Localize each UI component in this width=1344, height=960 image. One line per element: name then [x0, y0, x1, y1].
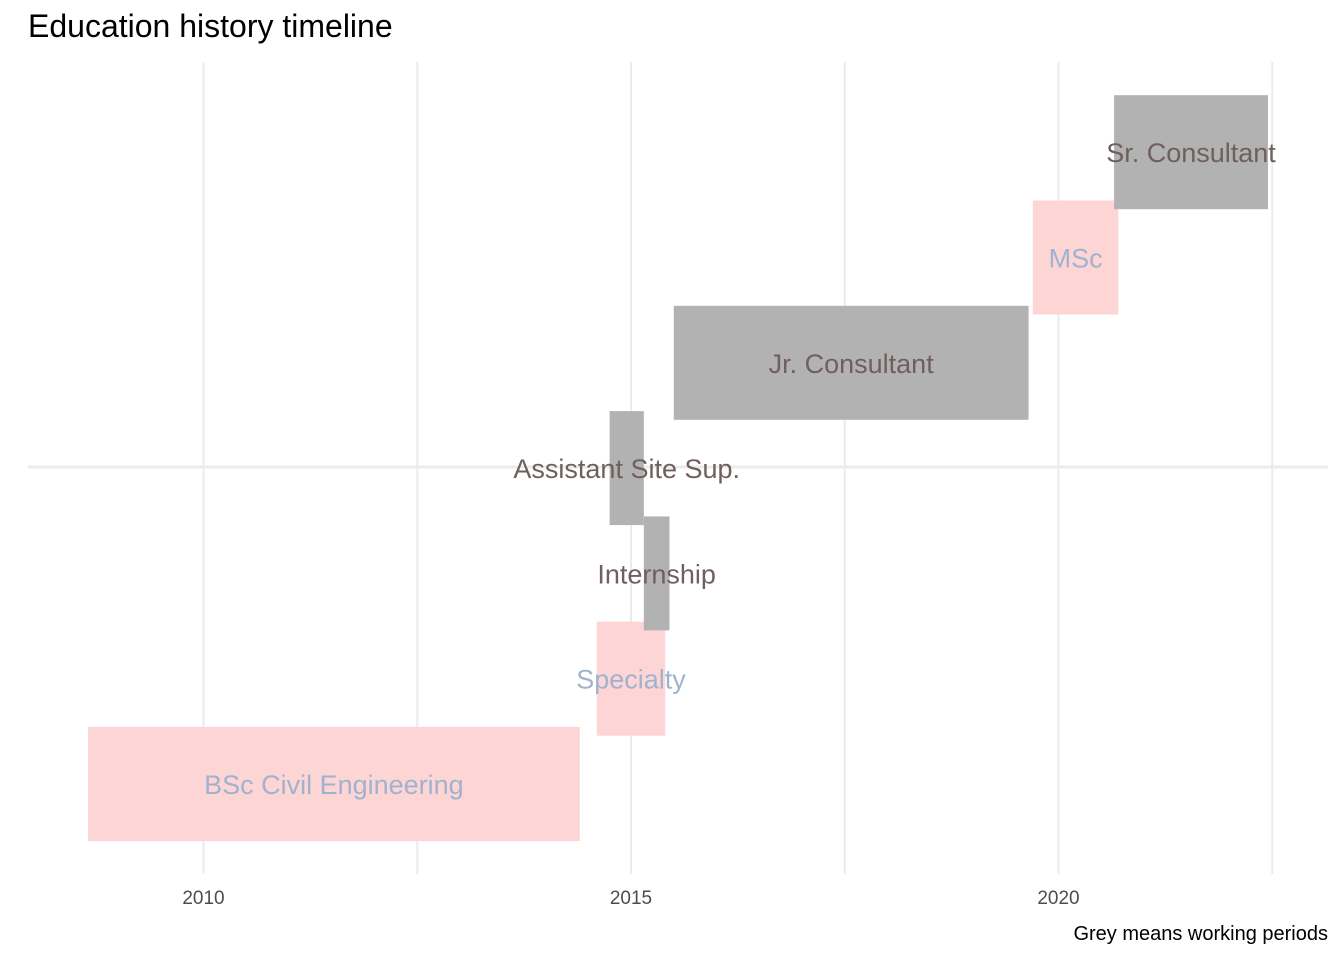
chart-caption: Grey means working periods	[1073, 923, 1328, 945]
chart-title: Education history timeline	[28, 8, 393, 44]
bar-internship	[643, 516, 670, 631]
bar-sr-consultant	[1114, 95, 1268, 210]
bar-label: Assistant Site Sup.	[513, 454, 740, 484]
bar-label: Jr. Consultant	[769, 349, 935, 379]
bar-assistant-site-sup	[609, 411, 644, 526]
x-tick-label: 2015	[610, 888, 652, 909]
x-tick-label: 2020	[1037, 888, 1079, 909]
bar-bsc-civil-engineering	[88, 727, 580, 841]
bar-label: BSc Civil Engineering	[204, 770, 464, 800]
bar-label: Specialty	[576, 665, 686, 695]
bar-msc	[1032, 200, 1119, 315]
bar-jr-consultant	[673, 305, 1029, 420]
x-tick-label: 2010	[182, 888, 224, 909]
bar-label: Sr. Consultant	[1106, 138, 1276, 168]
bar-specialty	[596, 621, 666, 736]
bar-label: Internship	[597, 559, 716, 589]
bar-label: MSc	[1049, 244, 1103, 274]
